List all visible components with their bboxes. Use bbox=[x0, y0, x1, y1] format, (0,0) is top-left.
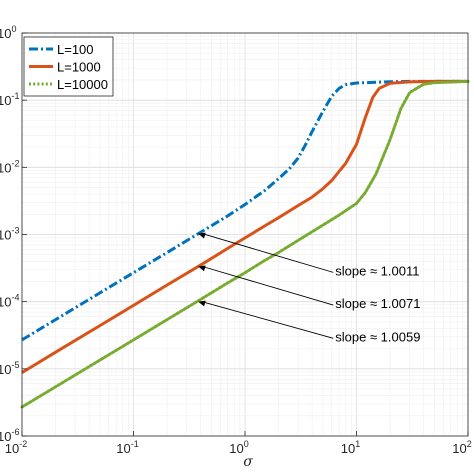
legend-entry-1: L=100 bbox=[57, 42, 94, 57]
x-tick-label: 102 bbox=[452, 439, 471, 456]
y-tick-label: 10-3 bbox=[0, 226, 19, 243]
annotation-arrowhead-1 bbox=[198, 232, 206, 239]
y-tick-label: 10-2 bbox=[0, 158, 19, 175]
legend-entry-3: L=10000 bbox=[57, 77, 108, 92]
annotations: slope ≈ 1.0011 slope ≈ 1.0071 slope ≈ 1.00… bbox=[198, 232, 420, 344]
x-tick-label: 101 bbox=[341, 439, 360, 456]
y-tick-label: 10-4 bbox=[0, 293, 19, 310]
axis-ticks: 10-2 10-1 100 101 10210-610-510-410-310-210-… bbox=[0, 24, 472, 456]
legend-entry-2: L=1000 bbox=[57, 60, 101, 75]
legend: L=100 L=1000 L=10000 bbox=[23, 36, 114, 97]
series-group bbox=[20, 79, 470, 409]
x-axis-label: σ bbox=[243, 454, 253, 470]
y-tick-label: 10-1 bbox=[0, 91, 19, 108]
annotation-arrow-2 bbox=[204, 266, 334, 306]
annotation-arrowhead-3 bbox=[198, 300, 206, 307]
annotation-label-2: slope ≈ 1.0071 bbox=[335, 296, 420, 311]
y-tick-label: 10-5 bbox=[0, 360, 19, 377]
y-tick-label: 100 bbox=[0, 24, 16, 41]
annotation-label-3: slope ≈ 1.0059 bbox=[335, 329, 420, 344]
series-line-2 bbox=[21, 79, 468, 374]
x-tick-label: 10-1 bbox=[116, 439, 138, 456]
series-line-3 bbox=[20, 79, 470, 409]
annotation-arrow-1 bbox=[204, 233, 334, 273]
annotation-arrowhead-2 bbox=[198, 265, 206, 272]
annotation-arrow-3 bbox=[204, 301, 334, 339]
annotation-label-1: slope ≈ 1.0011 bbox=[335, 263, 419, 278]
